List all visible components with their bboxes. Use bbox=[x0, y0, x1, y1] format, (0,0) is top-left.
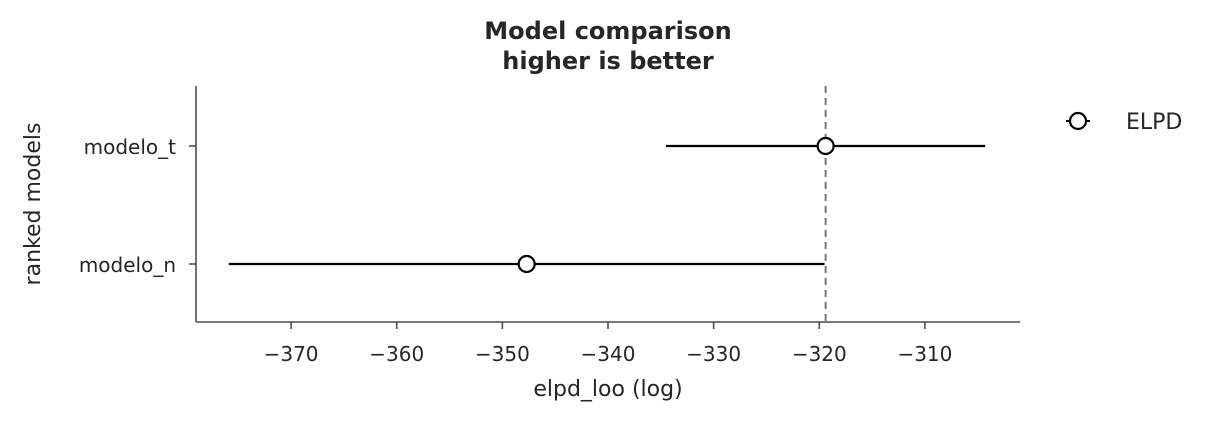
elpd-point-modelo-t bbox=[816, 136, 835, 156]
x-tick-label: −310 bbox=[897, 342, 952, 366]
legend: ELPD bbox=[1066, 110, 1182, 135]
x-axis-label: elpd_loo (log) bbox=[533, 377, 682, 402]
y-ticks: modelo_t modelo_n bbox=[79, 135, 196, 277]
legend-label-elpd: ELPD bbox=[1126, 110, 1182, 135]
chart-subtitle: higher is better bbox=[502, 47, 714, 75]
x-tick-label: −340 bbox=[581, 342, 636, 366]
chart-title: Model comparison bbox=[484, 17, 731, 45]
x-tick-label: −330 bbox=[686, 342, 741, 366]
x-tick-label: −360 bbox=[369, 342, 424, 366]
legend-marker-icon bbox=[1068, 111, 1088, 131]
y-tick-label-modelo-n: modelo_n bbox=[79, 253, 176, 277]
plot-area bbox=[228, 86, 986, 322]
elpd-point-modelo-n bbox=[517, 254, 536, 274]
y-tick-label-modelo-t: modelo_t bbox=[84, 135, 177, 159]
x-tick-label: −370 bbox=[264, 342, 319, 366]
x-tick-label: −350 bbox=[475, 342, 530, 366]
y-axis-label: ranked models bbox=[21, 123, 46, 286]
x-tick-label: −320 bbox=[792, 342, 847, 366]
x-ticks: −370 −360 −350 −340 −330 −320 −310 bbox=[264, 322, 952, 366]
